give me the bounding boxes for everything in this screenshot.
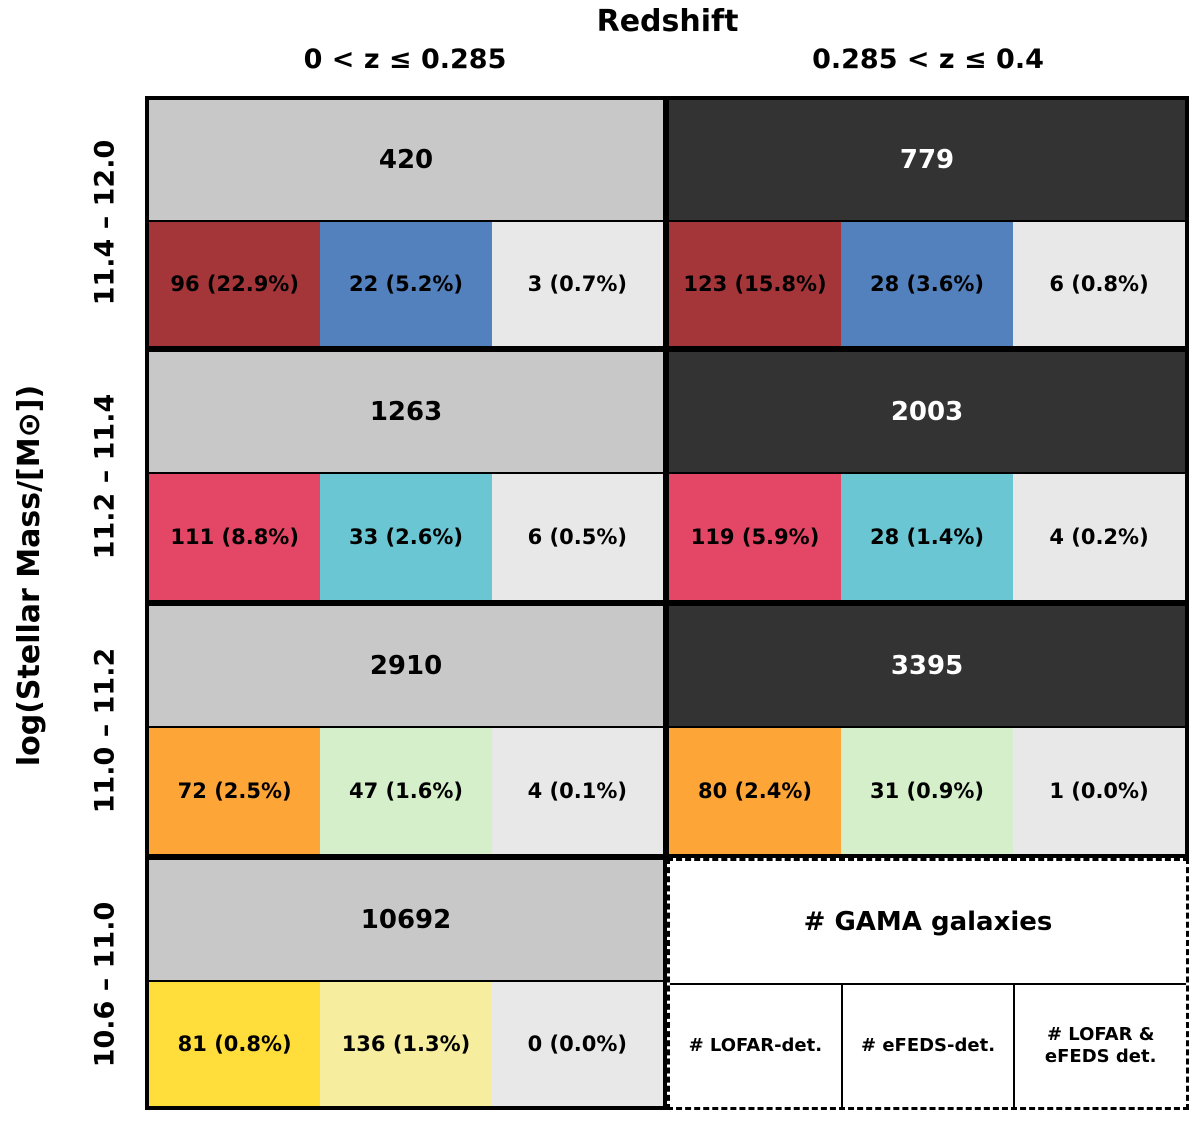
lofar-r0-c0: 96 (22.9%) — [149, 222, 321, 346]
efeds-r1-c0: 33 (2.6%) — [320, 474, 492, 600]
legend-gama: # GAMA galaxies — [670, 861, 1186, 985]
row-label-0: 11.4 – 12.0 — [89, 139, 121, 305]
both-r3-c0: 0 (0.0%) — [491, 982, 663, 1106]
y-axis-label: log(Stellar Mass/[M⊙]) — [12, 384, 48, 766]
both-r0-c1: 6 (0.8%) — [1013, 222, 1185, 346]
both-r2-c0: 4 (0.1%) — [491, 728, 663, 854]
total-r1-c0: 1263 — [149, 352, 663, 474]
efeds-r0-c0: 22 (5.2%) — [320, 222, 492, 346]
efeds-r0-c1: 28 (3.6%) — [841, 222, 1013, 346]
total-r0-c0: 420 — [149, 100, 663, 222]
chart-title: Redshift — [596, 4, 739, 39]
efeds-r2-c0: 47 (1.6%) — [320, 728, 492, 854]
legend-lofar: # LOFAR-det. — [688, 1035, 823, 1056]
efeds-r1-c1: 28 (1.4%) — [841, 474, 1013, 600]
total-r0-c1: 779 — [669, 100, 1185, 222]
both-r1-c1: 4 (0.2%) — [1013, 474, 1185, 600]
lofar-r3-c0: 81 (0.8%) — [149, 982, 321, 1106]
efeds-r3-c0: 136 (1.3%) — [320, 982, 492, 1106]
column-header-low-z: 0 < z ≤ 0.285 — [303, 44, 507, 75]
legend-panel: # GAMA galaxies # LOFAR-det. # eFEDS-det… — [667, 858, 1189, 1110]
panel-r0-c1: 779 123 (15.8%) 28 (3.6%) 6 (0.8%) — [665, 96, 1189, 350]
lofar-r2-c0: 72 (2.5%) — [149, 728, 321, 854]
both-r1-c0: 6 (0.5%) — [491, 474, 663, 600]
total-r3-c0: 10692 — [149, 860, 663, 982]
lofar-r1-c0: 111 (8.8%) — [149, 474, 321, 600]
both-r2-c1: 1 (0.0%) — [1013, 728, 1185, 854]
panel-r2-c1: 3395 80 (2.4%) 31 (0.9%) 1 (0.0%) — [665, 602, 1189, 858]
both-r0-c0: 3 (0.7%) — [491, 222, 663, 346]
lofar-r2-c1: 80 (2.4%) — [669, 728, 841, 854]
panel-r2-c0: 2910 72 (2.5%) 47 (1.6%) 4 (0.1%) — [145, 602, 667, 858]
row-label-3: 10.6 – 11.0 — [89, 901, 121, 1067]
panel-r1-c0: 1263 111 (8.8%) 33 (2.6%) 6 (0.5%) — [145, 348, 667, 604]
panel-r1-c1: 2003 119 (5.9%) 28 (1.4%) 4 (0.2%) — [665, 348, 1189, 604]
total-r2-c1: 3395 — [669, 606, 1185, 728]
total-r1-c1: 2003 — [669, 352, 1185, 474]
column-header-high-z: 0.285 < z ≤ 0.4 — [812, 44, 1044, 75]
row-label-1: 11.2 – 11.4 — [89, 393, 121, 559]
row-label-2: 11.0 – 11.2 — [89, 647, 121, 813]
legend-efeds: # eFEDS-det. — [840, 985, 1014, 1107]
panel-r0-c0: 420 96 (22.9%) 22 (5.2%) 3 (0.7%) — [145, 96, 667, 350]
lofar-r0-c1: 123 (15.8%) — [669, 222, 841, 346]
lofar-r1-c1: 119 (5.9%) — [669, 474, 841, 600]
legend-both: # LOFAR & eFEDS det. — [1013, 985, 1186, 1107]
total-r2-c0: 2910 — [149, 606, 663, 728]
panel-r3-c0: 10692 81 (0.8%) 136 (1.3%) 0 (0.0%) — [145, 856, 667, 1110]
efeds-r2-c1: 31 (0.9%) — [841, 728, 1013, 854]
